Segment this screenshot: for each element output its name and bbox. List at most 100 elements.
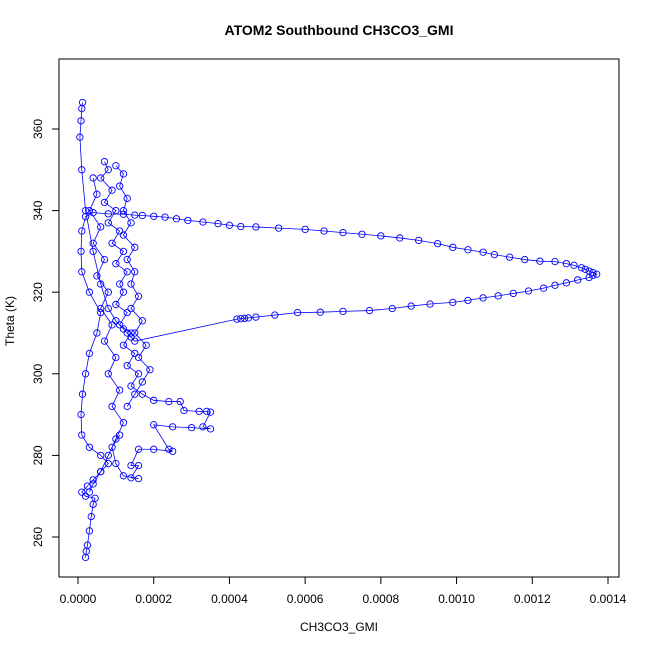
data-point <box>479 248 487 256</box>
data-point <box>150 212 158 220</box>
data-point <box>115 227 124 235</box>
data-point <box>131 329 139 337</box>
data-point <box>577 264 586 272</box>
data-point <box>168 423 177 431</box>
data-point <box>112 353 120 362</box>
data-point <box>104 370 112 378</box>
data-point <box>165 445 173 453</box>
data-point <box>123 308 131 317</box>
data-point <box>388 304 396 313</box>
data-point <box>112 162 120 170</box>
data-point <box>85 349 94 358</box>
series-line <box>88 177 124 493</box>
data-point <box>301 225 309 234</box>
data-point <box>138 317 147 325</box>
data-point <box>233 315 241 323</box>
data-point <box>581 265 589 273</box>
data-point <box>78 268 86 276</box>
data-point <box>100 157 109 166</box>
data-point <box>89 239 97 247</box>
data-point <box>127 474 135 482</box>
data-point <box>365 306 374 315</box>
data-point <box>104 166 112 174</box>
data-series <box>76 98 601 562</box>
y-tick-label: 280 <box>31 445 45 465</box>
data-point <box>91 494 99 502</box>
data-point <box>104 459 112 468</box>
data-point <box>115 321 124 329</box>
data-point <box>85 527 94 535</box>
data-point <box>131 211 139 219</box>
data-point <box>77 247 85 256</box>
x-tick-label: 0.0012 <box>514 592 551 606</box>
data-point <box>426 300 434 308</box>
data-point <box>271 311 279 319</box>
data-point <box>146 366 154 374</box>
x-axis: 0.0000 0.0002 0.0004 0.0006 0.0008 0.0010 0.00… <box>60 576 627 606</box>
data-point <box>536 257 544 265</box>
data-point <box>134 370 143 378</box>
data-point <box>83 541 92 549</box>
data-point <box>119 170 128 178</box>
data-point <box>415 236 423 245</box>
data-point <box>78 390 87 398</box>
data-point <box>78 98 87 107</box>
data-point <box>252 313 260 321</box>
data-point <box>237 315 245 323</box>
data-point <box>108 321 116 329</box>
data-point <box>108 186 116 194</box>
data-point <box>112 435 120 443</box>
data-point <box>97 174 105 182</box>
y-axis-label: Theta (K) <box>3 296 17 346</box>
data-point <box>449 298 457 307</box>
x-axis-label: CH3CO3_GMI <box>300 620 378 634</box>
data-point <box>89 476 97 484</box>
data-point <box>138 378 147 386</box>
data-point <box>78 166 86 174</box>
data-point <box>524 287 533 295</box>
data-point <box>150 421 158 429</box>
data-point <box>551 257 559 266</box>
y-axis: 260 280 300 320 340 360 <box>31 119 60 547</box>
data-point <box>115 182 124 190</box>
data-point <box>81 492 90 500</box>
data-point <box>433 239 442 248</box>
data-point <box>131 390 139 398</box>
data-point <box>150 445 158 453</box>
data-point <box>81 206 90 215</box>
data-point <box>89 247 97 256</box>
data-point <box>479 294 487 302</box>
data-point <box>119 472 128 480</box>
data-point <box>100 198 109 207</box>
data-point <box>100 255 109 264</box>
data-point <box>316 308 324 316</box>
data-point <box>119 325 128 333</box>
data-point <box>293 308 302 317</box>
data-point <box>509 289 518 298</box>
data-point <box>589 271 597 280</box>
x-tick-label: 0.0000 <box>60 592 97 606</box>
data-point <box>104 219 112 227</box>
data-point <box>112 317 120 325</box>
data-point <box>119 206 128 215</box>
data-point <box>123 361 131 370</box>
data-point <box>562 259 571 268</box>
data-point <box>377 232 385 240</box>
data-point <box>589 268 597 277</box>
data-point <box>161 213 169 221</box>
data-point <box>131 268 139 276</box>
x-tick-label: 0.0014 <box>590 592 627 606</box>
data-point <box>134 475 143 483</box>
data-point <box>97 468 105 476</box>
data-point <box>180 406 188 415</box>
data-point <box>78 488 86 496</box>
data-point <box>199 423 207 431</box>
data-point <box>112 459 120 468</box>
data-point <box>396 234 404 242</box>
data-point <box>119 247 128 256</box>
data-point <box>127 280 135 288</box>
data-point <box>539 284 548 292</box>
data-point <box>138 390 147 398</box>
data-point <box>77 117 85 125</box>
data-point <box>78 227 86 235</box>
